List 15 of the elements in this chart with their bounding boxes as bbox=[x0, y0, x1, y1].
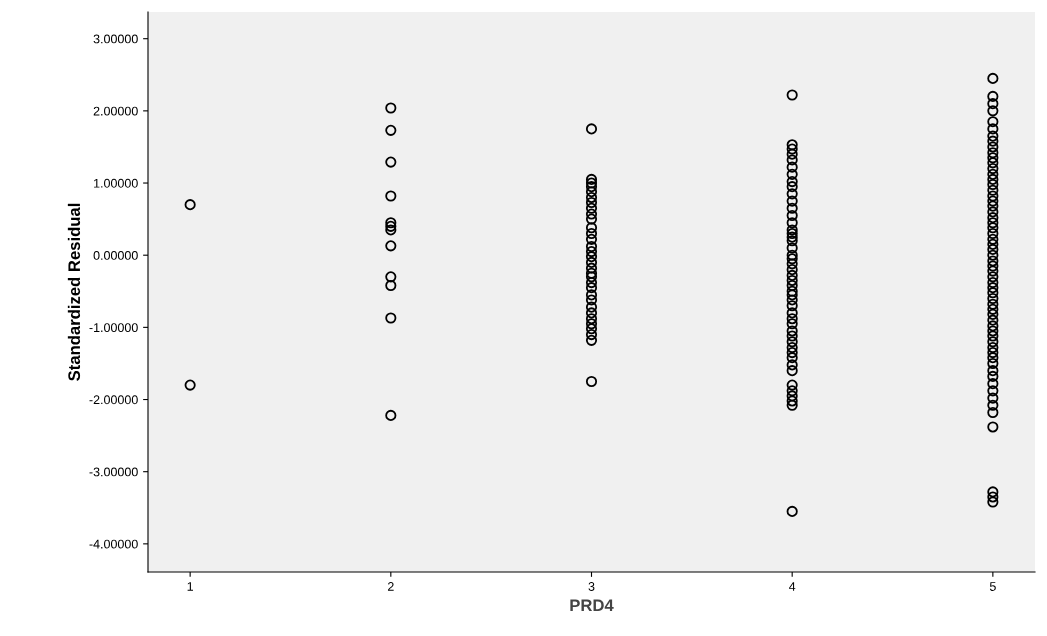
x-tick-label: 3 bbox=[588, 582, 595, 591]
y-tick-label: 3.00000 bbox=[93, 34, 138, 44]
y-tick-label: -2.00000 bbox=[89, 395, 138, 405]
y-tick-label: 2.00000 bbox=[93, 106, 138, 116]
x-tick-label: 2 bbox=[387, 582, 394, 591]
y-tick-label: 0.00000 bbox=[93, 251, 138, 260]
x-axis-title: PRD4 bbox=[570, 599, 614, 612]
y-axis-title: Standardized Residual bbox=[67, 203, 81, 381]
x-tick-label: 4 bbox=[788, 582, 796, 591]
x-tick-label: 1 bbox=[187, 582, 194, 591]
y-tick-label: -1.00000 bbox=[89, 323, 138, 333]
y-tick-label: -4.00000 bbox=[89, 539, 138, 549]
x-tick-label: 5 bbox=[989, 582, 996, 591]
y-tick-label: 1.00000 bbox=[94, 178, 138, 188]
y-tick-label: -3.00000 bbox=[89, 467, 138, 477]
